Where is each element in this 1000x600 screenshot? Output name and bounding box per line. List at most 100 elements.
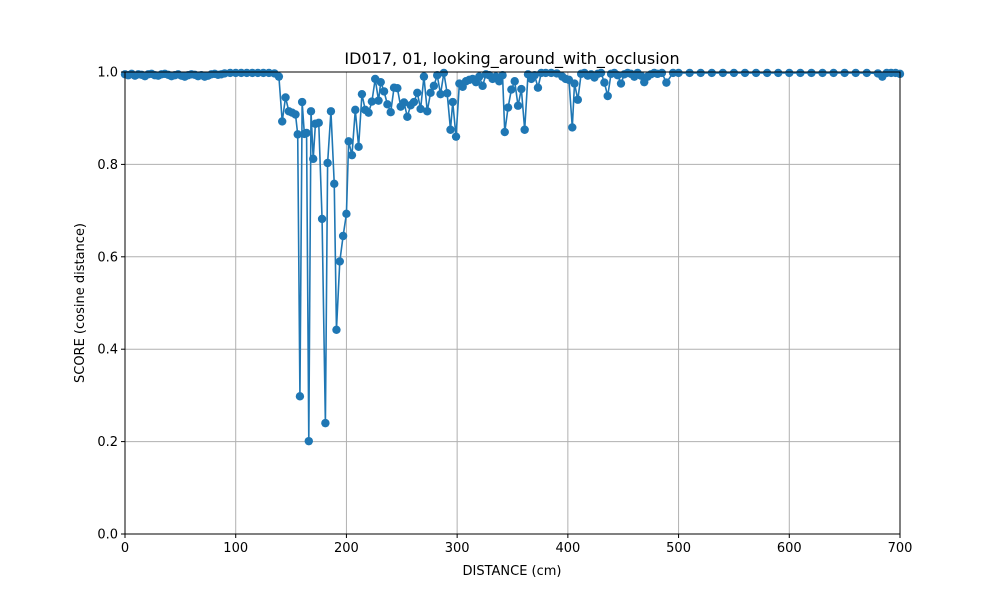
data-point — [442, 89, 452, 98]
chart-title: ID017, 01, looking_around_with_occlusion — [344, 49, 679, 69]
data-point — [696, 68, 705, 78]
y-axis-label: SCORE (cosine distance) — [73, 223, 88, 383]
ticks: 0 100 200 300 400 500 600 700 0.0 0.2 0.4 0.6 0.8 1.0 — [97, 66, 912, 557]
x-tick-label: 200 — [334, 541, 359, 556]
data-point — [309, 154, 318, 164]
y-tick-label: 0.6 — [97, 250, 118, 265]
y-tick-label: 0.0 — [97, 528, 118, 543]
y-tick-label: 0.4 — [97, 343, 118, 358]
data-point — [829, 68, 838, 78]
data-point — [785, 68, 794, 78]
plot-frame — [124, 71, 901, 535]
x-axis-label: DISTANCE (cm) — [462, 564, 561, 579]
data-point — [321, 418, 330, 428]
data-point — [657, 68, 667, 78]
data-point — [413, 88, 422, 97]
data-point — [342, 209, 351, 219]
data-point — [302, 128, 311, 138]
data-point — [314, 118, 323, 128]
data-point — [533, 83, 543, 92]
data-point — [364, 108, 373, 117]
data-point — [429, 81, 439, 91]
data-point — [274, 72, 284, 81]
data-point — [740, 68, 750, 78]
data-point — [330, 179, 339, 188]
data-point — [393, 83, 402, 93]
plot-area — [125, 72, 900, 534]
data-point — [354, 142, 363, 152]
data-point — [796, 68, 805, 78]
data-point — [707, 68, 716, 78]
data-point — [729, 68, 739, 78]
data-point — [570, 79, 579, 88]
data-point — [403, 112, 412, 122]
data-point — [520, 125, 529, 134]
data-point — [530, 71, 539, 80]
data-point — [685, 68, 694, 78]
data-point — [419, 72, 429, 81]
x-tick-label: 0 — [121, 541, 129, 556]
x-tick-label: 100 — [223, 541, 248, 556]
data-point — [510, 77, 519, 86]
data-point — [357, 89, 367, 99]
series-layer — [120, 68, 905, 446]
data-point — [304, 436, 313, 446]
data-point — [478, 81, 487, 91]
data-point — [603, 91, 612, 101]
data-point — [498, 71, 507, 80]
data-point — [851, 68, 860, 78]
data-point — [347, 150, 357, 160]
data-point — [513, 101, 523, 110]
data-point — [278, 117, 287, 126]
data-point — [423, 107, 432, 116]
data-point — [374, 96, 383, 105]
data-point — [451, 132, 461, 141]
x-tick-label: 600 — [777, 541, 802, 556]
data-point — [436, 89, 445, 99]
data-point — [507, 85, 516, 94]
data-point — [344, 137, 353, 146]
data-point — [317, 214, 327, 224]
data-point — [399, 98, 409, 107]
data-point — [600, 78, 609, 87]
data-point — [439, 68, 449, 78]
data-point — [409, 97, 419, 107]
x-tick-label: 300 — [445, 541, 470, 556]
x-tick-label: 400 — [555, 541, 580, 556]
data-point — [306, 107, 316, 116]
data-point — [573, 95, 583, 104]
data-point — [818, 68, 827, 78]
data-point — [475, 72, 484, 81]
data-point — [293, 130, 302, 139]
data-point — [503, 103, 513, 112]
data-point — [674, 68, 683, 78]
data-point — [616, 79, 626, 88]
data-point — [335, 257, 344, 266]
data-point — [636, 71, 646, 80]
data-point — [351, 105, 360, 115]
data-point — [613, 71, 622, 80]
data-point — [433, 71, 442, 80]
data-point — [367, 97, 377, 106]
data-point — [840, 68, 849, 78]
data-point — [718, 68, 728, 78]
data-point — [416, 104, 425, 114]
data-point — [376, 77, 385, 87]
data-point — [297, 97, 307, 107]
data-point — [323, 158, 332, 168]
y-tick-label: 1.0 — [97, 66, 118, 81]
data-point — [326, 107, 336, 116]
data-point — [383, 100, 392, 109]
data-point — [807, 68, 816, 78]
data-point — [291, 110, 300, 119]
data-point — [774, 68, 783, 78]
data-point — [332, 325, 341, 334]
data-point — [386, 107, 395, 117]
data-point — [517, 84, 526, 94]
data-point — [500, 127, 509, 137]
data-point — [338, 231, 348, 241]
x-tick-label: 500 — [666, 541, 691, 556]
data-point — [662, 78, 671, 87]
data-point — [751, 68, 761, 78]
